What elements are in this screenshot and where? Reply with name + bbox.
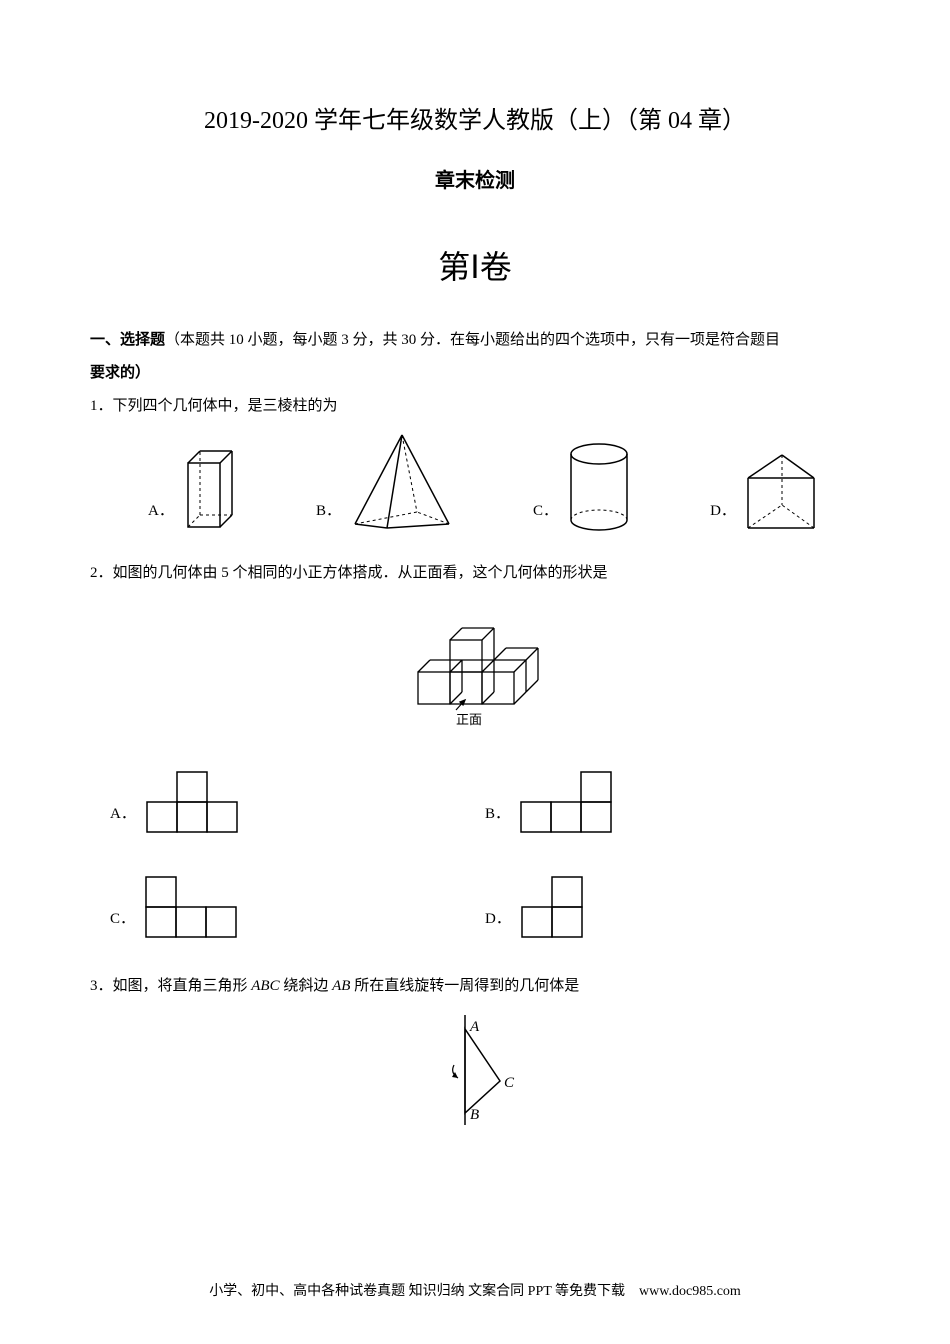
section-instruction: 一、选择题（本题共 10 小题，每小题 3 分，共 30 分．在每小题给出的四个…: [90, 327, 860, 354]
question-1: 1．下列四个几何体中，是三棱柱的为: [90, 393, 860, 420]
option-label-d: D．: [710, 498, 736, 535]
q2-option-d: D．: [485, 873, 860, 943]
option-label-b: B．: [316, 498, 341, 535]
q2-main-figure: 正面: [90, 602, 860, 748]
footer: 小学、初中、高中各种试卷真题 知识归纳 文案合同 PPT 等免费下载 www.d…: [90, 1279, 860, 1304]
question-3: 3．如图，将直角三角形 ABC 绕斜边 AB 所在直线旋转一周得到的几何体是: [90, 973, 860, 1000]
q3-post: 所在直线旋转一周得到的几何体是: [350, 978, 579, 994]
front-view-b-icon: [516, 768, 621, 838]
option-label-a: A．: [148, 498, 174, 535]
q1-option-d: D．: [710, 450, 822, 535]
section-heading: 一、选择题: [90, 332, 165, 348]
q2-option-c: C．: [110, 873, 485, 943]
instruction-line2: 要求的）: [90, 360, 860, 387]
q3-abc: ABC: [251, 978, 279, 994]
front-view-a-icon: [142, 768, 247, 838]
q3-pre: 3．如图，将直角三角形: [90, 978, 251, 994]
question-2: 2．如图的几何体由 5 个相同的小正方体搭成．从正面看，这个几何体的形状是: [90, 560, 860, 587]
cylinder-icon: [564, 440, 634, 535]
q2-label-b: B．: [485, 801, 510, 838]
q3-mid: 绕斜边: [280, 978, 333, 994]
cubes-figure-icon: 正面: [400, 602, 550, 737]
front-label: 正面: [456, 712, 482, 727]
front-view-d-icon: [517, 873, 592, 943]
option-label-c: C．: [533, 498, 558, 535]
pyramid-icon: [347, 430, 457, 535]
q2-option-a: A．: [110, 768, 485, 838]
rotation-triangle-icon: A C B: [430, 1015, 520, 1130]
q2-option-b: B．: [485, 768, 860, 838]
q3-figure: A C B: [90, 1015, 860, 1141]
q3-ab: AB: [332, 978, 350, 994]
instruction-text: （本题共 10 小题，每小题 3 分，共 30 分．在每小题给出的四个选项中，只…: [165, 332, 780, 348]
label-a: A: [469, 1019, 480, 1035]
q1-option-c: C．: [533, 440, 634, 535]
q1-option-a: A．: [148, 445, 240, 535]
triangular-prism-icon: [742, 450, 822, 535]
q1-options: A． B． C．: [110, 430, 860, 535]
cuboid-icon: [180, 445, 240, 535]
q2-options: A． B． C．: [110, 768, 860, 943]
front-view-c-icon: [141, 873, 246, 943]
main-title: 2019-2020 学年七年级数学人教版（上）（第 04 章）: [90, 100, 860, 143]
q2-label-d: D．: [485, 906, 511, 943]
label-b: B: [470, 1107, 479, 1123]
paper-section: 第Ⅰ卷: [90, 239, 860, 297]
q2-label-a: A．: [110, 801, 136, 838]
q1-option-b: B．: [316, 430, 457, 535]
q2-label-c: C．: [110, 906, 135, 943]
label-c: C: [504, 1075, 515, 1091]
sub-title: 章末检测: [90, 163, 860, 199]
